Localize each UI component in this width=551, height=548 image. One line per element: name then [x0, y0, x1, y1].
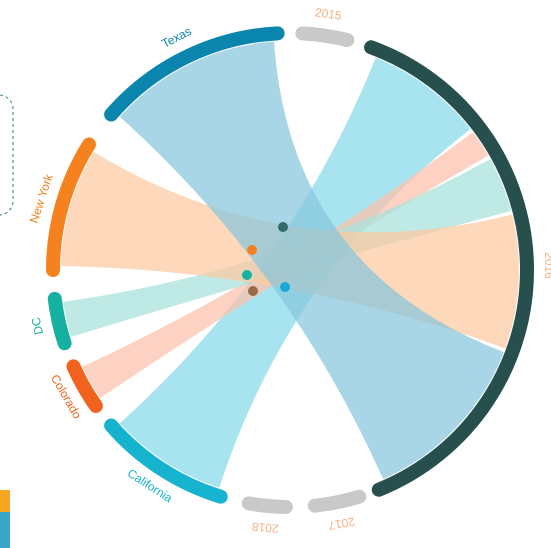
center-dot — [242, 270, 252, 280]
center-dot — [247, 245, 257, 255]
node-arc — [66, 359, 103, 413]
ribbon — [63, 158, 512, 337]
ribbon — [119, 41, 504, 480]
node-label: New York — [27, 171, 56, 224]
node-arc — [104, 26, 285, 122]
node-arc — [295, 26, 355, 48]
node-arc — [307, 489, 367, 513]
node-label: 2017 — [327, 514, 356, 532]
center-dot — [248, 286, 258, 296]
node-arc — [364, 40, 534, 497]
center-dot — [278, 222, 288, 232]
center-dot — [280, 282, 290, 292]
node-arc — [47, 291, 72, 351]
legend-swatch — [0, 512, 10, 548]
legend-swatch — [0, 490, 10, 512]
node-label: DC — [28, 316, 46, 336]
node-arc — [104, 418, 228, 504]
tooltip-frame — [0, 94, 14, 216]
node-label: 2018 — [251, 519, 279, 535]
node-label: Texas — [159, 24, 193, 51]
node-arc — [46, 137, 97, 277]
node-label: 2015 — [314, 5, 343, 23]
node-label: 2016 — [542, 252, 551, 279]
node-arc — [241, 496, 293, 514]
